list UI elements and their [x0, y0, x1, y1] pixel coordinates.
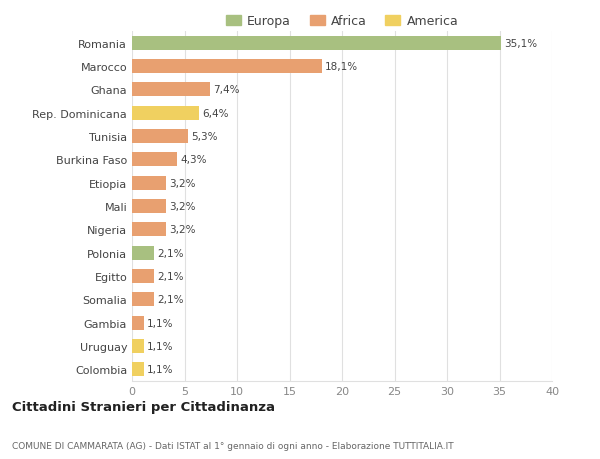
Bar: [132, 223, 166, 237]
Text: 2,1%: 2,1%: [157, 295, 184, 305]
Text: Cittadini Stranieri per Cittadinanza: Cittadini Stranieri per Cittadinanza: [12, 400, 275, 413]
Text: 2,1%: 2,1%: [157, 248, 184, 258]
Bar: [132, 106, 199, 121]
Bar: [132, 246, 154, 260]
Text: COMUNE DI CAMMARATA (AG) - Dati ISTAT al 1° gennaio di ogni anno - Elaborazione : COMUNE DI CAMMARATA (AG) - Dati ISTAT al…: [12, 441, 454, 450]
Text: 3,2%: 3,2%: [169, 202, 195, 212]
Text: 4,3%: 4,3%: [181, 155, 207, 165]
Text: 3,2%: 3,2%: [169, 178, 195, 188]
Legend: Europa, Africa, America: Europa, Africa, America: [221, 11, 463, 34]
Text: 3,2%: 3,2%: [169, 225, 195, 235]
Text: 5,3%: 5,3%: [191, 132, 217, 142]
Bar: [132, 316, 143, 330]
Bar: [132, 339, 143, 353]
Text: 1,1%: 1,1%: [146, 364, 173, 375]
Text: 2,1%: 2,1%: [157, 271, 184, 281]
Text: 35,1%: 35,1%: [504, 39, 537, 49]
Text: 1,1%: 1,1%: [146, 318, 173, 328]
Text: 1,1%: 1,1%: [146, 341, 173, 351]
Bar: [132, 83, 210, 97]
Text: 18,1%: 18,1%: [325, 62, 358, 72]
Text: 7,4%: 7,4%: [213, 85, 239, 95]
Bar: [132, 292, 154, 307]
Bar: [132, 153, 177, 167]
Bar: [132, 60, 322, 74]
Bar: [132, 37, 500, 51]
Bar: [132, 269, 154, 283]
Bar: [132, 362, 143, 376]
Text: 6,4%: 6,4%: [202, 108, 229, 118]
Bar: [132, 130, 188, 144]
Bar: [132, 200, 166, 213]
Bar: [132, 176, 166, 190]
